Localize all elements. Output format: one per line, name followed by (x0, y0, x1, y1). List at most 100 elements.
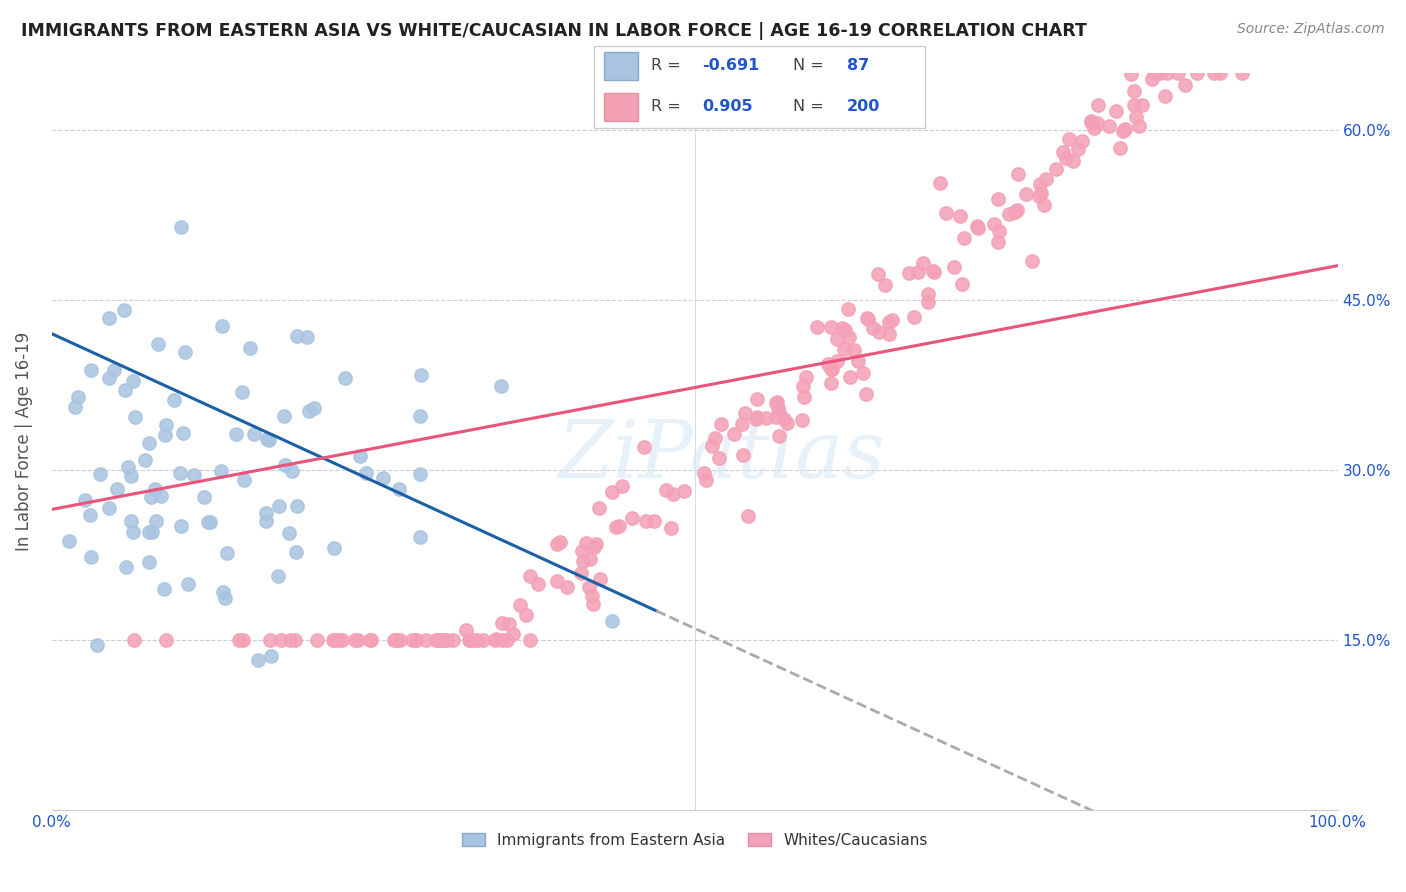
Point (949, 209, 972, 223)
Point (326, 632, 349, 647)
Point (1007, 167, 1029, 181)
Point (733, 449, 755, 463)
Point (1121, 66, 1143, 80)
Point (862, 321, 884, 335)
Point (298, 404, 321, 418)
Point (280, 464, 302, 478)
Point (877, 315, 900, 329)
Point (333, 371, 356, 385)
Point (519, 632, 541, 647)
Point (1140, 72, 1163, 87)
Point (389, 632, 412, 647)
Point (302, 401, 325, 416)
Point (1232, 66, 1254, 80)
Point (274, 458, 297, 473)
Point (1122, 98, 1144, 112)
Point (152, 582, 174, 597)
Point (709, 451, 731, 466)
Point (569, 566, 592, 580)
Point (145, 514, 167, 528)
Point (256, 506, 278, 520)
Point (673, 483, 696, 498)
Text: 0.905: 0.905 (702, 99, 752, 114)
Point (86, 638, 108, 652)
Point (197, 515, 219, 529)
Point (1128, 119, 1150, 133)
Point (409, 368, 432, 383)
Point (405, 632, 427, 647)
Point (825, 354, 848, 368)
Point (408, 409, 430, 423)
Point (105, 482, 128, 496)
Point (323, 632, 346, 647)
Point (295, 330, 318, 344)
Point (942, 260, 965, 274)
Point (702, 439, 724, 453)
Legend: Immigrants from Eastern Asia, Whites/Caucasians: Immigrants from Eastern Asia, Whites/Cau… (456, 827, 934, 854)
Point (710, 417, 733, 431)
Point (832, 342, 855, 356)
Point (409, 467, 432, 482)
Point (1052, 145, 1074, 159)
Point (215, 546, 238, 560)
Point (232, 474, 254, 488)
Point (121, 374, 143, 388)
Point (460, 632, 482, 647)
Point (768, 429, 790, 443)
Point (359, 632, 381, 647)
Point (1035, 172, 1057, 186)
Point (430, 632, 453, 647)
Point (550, 535, 572, 549)
Point (834, 323, 856, 337)
Point (765, 395, 787, 409)
Point (211, 585, 233, 599)
Point (526, 576, 548, 591)
Point (1202, 66, 1225, 80)
Point (1029, 177, 1052, 191)
Point (80, 363, 103, 377)
Point (820, 362, 842, 376)
Point (103, 362, 125, 376)
Point (260, 648, 283, 663)
Point (80, 550, 103, 565)
Point (231, 384, 253, 399)
Point (581, 589, 603, 603)
Point (935, 205, 957, 219)
Point (214, 591, 236, 606)
Point (967, 221, 990, 235)
Point (242, 427, 264, 442)
Point (838, 370, 860, 384)
Point (496, 632, 519, 647)
Point (988, 224, 1011, 238)
Point (429, 632, 451, 647)
Point (987, 192, 1010, 206)
Point (609, 519, 631, 533)
Point (605, 520, 627, 534)
Point (458, 632, 481, 647)
Point (122, 525, 145, 540)
Point (273, 409, 295, 423)
Point (322, 541, 344, 556)
Point (1057, 131, 1080, 145)
Point (120, 514, 142, 528)
Point (284, 632, 307, 647)
Point (1143, 66, 1166, 80)
Point (172, 425, 194, 440)
Point (267, 569, 290, 583)
Point (401, 632, 423, 647)
Point (662, 486, 685, 500)
Point (471, 632, 494, 647)
Point (254, 514, 277, 528)
Point (838, 330, 860, 344)
Point (122, 632, 145, 647)
Point (1209, 66, 1232, 80)
Point (1174, 78, 1197, 92)
Point (821, 361, 844, 376)
Point (344, 632, 367, 647)
Point (225, 426, 247, 441)
Point (602, 615, 624, 629)
Point (575, 536, 598, 550)
Point (1123, 84, 1146, 98)
Point (278, 526, 301, 541)
Point (855, 387, 877, 401)
